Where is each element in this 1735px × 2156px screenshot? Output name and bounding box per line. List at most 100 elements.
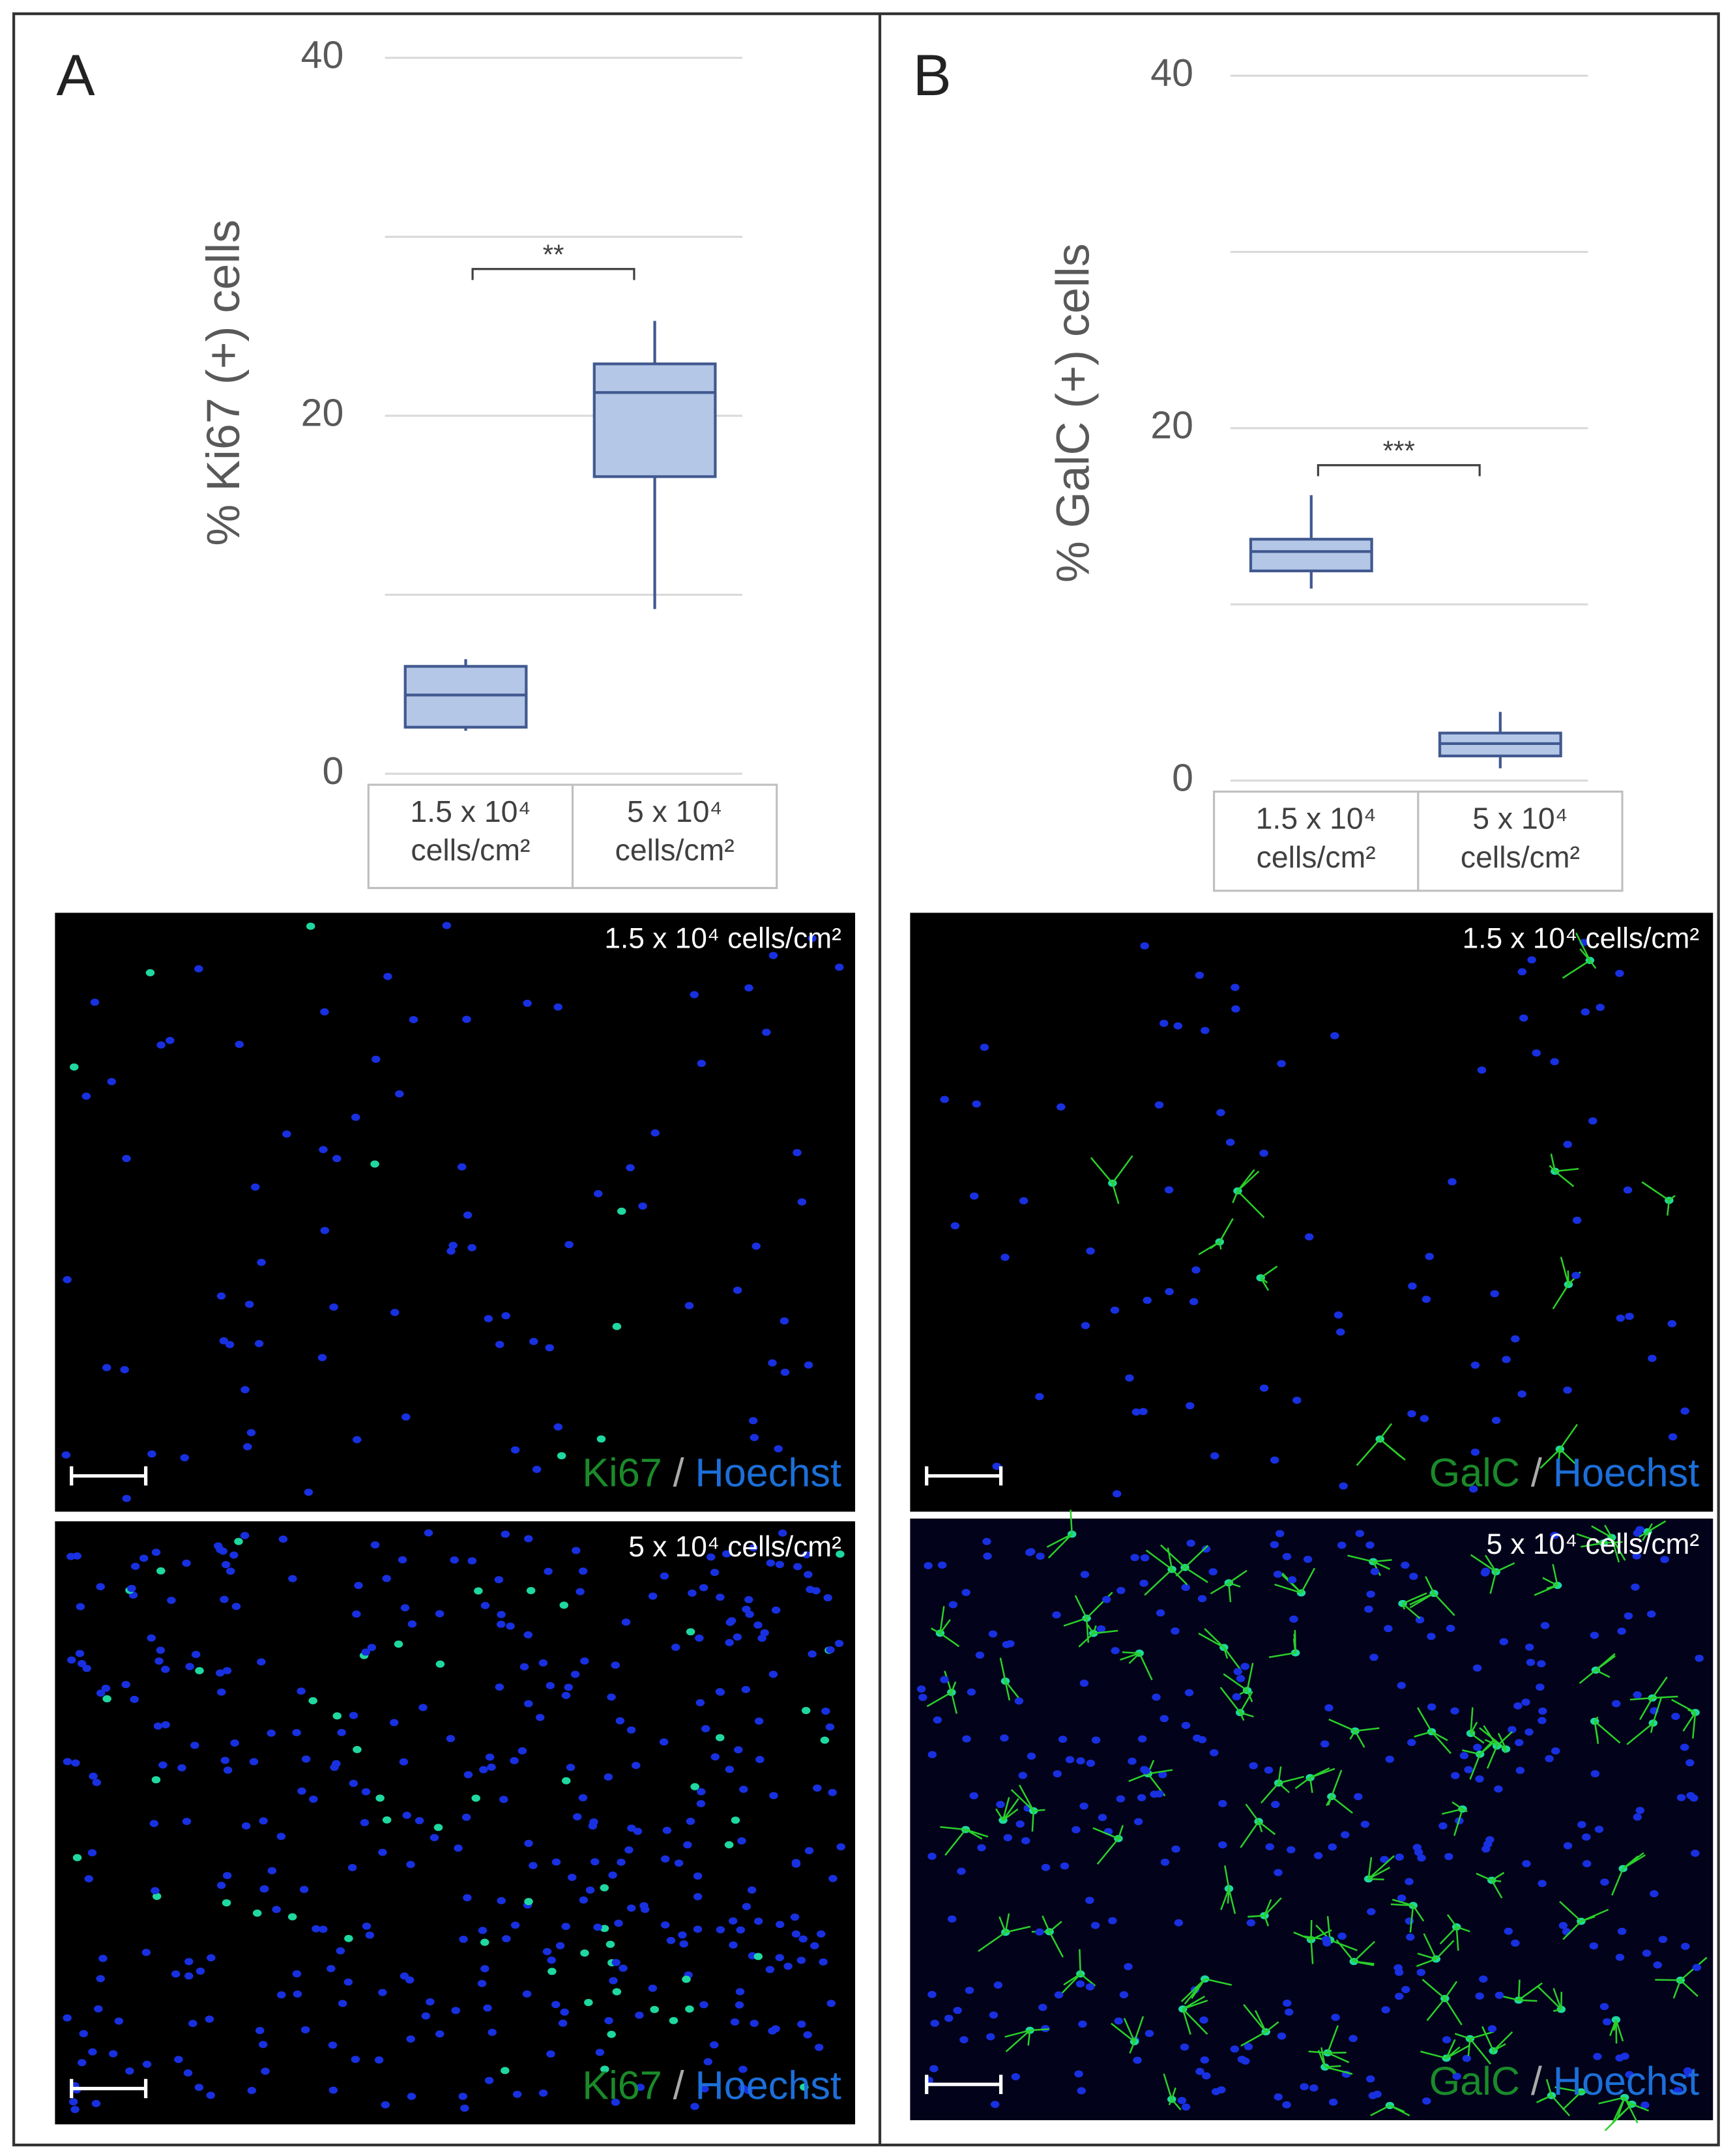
nucleus (821, 1707, 830, 1715)
nucleus (572, 1813, 582, 1821)
nucleus (561, 1777, 571, 1785)
nucleus (1517, 1390, 1526, 1398)
nucleus (1201, 1027, 1210, 1034)
nucleus (750, 2020, 759, 2027)
cell-process (1144, 1547, 1188, 1596)
nucleus (63, 1275, 72, 1283)
nucleus (1320, 1740, 1330, 1748)
nucleus (579, 1896, 589, 1904)
nucleus (564, 1241, 574, 1249)
nucleus (701, 1725, 710, 1732)
nucleus (751, 1242, 761, 1250)
nucleus (1027, 1548, 1036, 1556)
nucleus (771, 1606, 781, 1614)
nucleus (559, 1601, 568, 1609)
nucleus (750, 1434, 759, 1442)
cell-process (1370, 2105, 1410, 2117)
nucleus (460, 2105, 469, 2112)
nucleus (1131, 1408, 1141, 1416)
nucleus (546, 1682, 555, 1689)
nucleus (102, 1363, 111, 1371)
nucleus (1072, 1826, 1081, 1833)
nucleus (693, 1872, 703, 1880)
nucleus (725, 1766, 735, 1773)
nucleus (1589, 1942, 1599, 1950)
nucleus (215, 1669, 225, 1677)
nucleus (1684, 2070, 1693, 2078)
nucleus (63, 2014, 72, 2022)
cell-process (1476, 1872, 1505, 1899)
nucleus (1406, 1933, 1415, 1941)
micrograph-background (55, 912, 856, 1512)
nucleus (688, 1589, 697, 1597)
nucleus (558, 2019, 568, 2027)
nucleus (626, 1164, 635, 1172)
nucleus (1274, 1869, 1283, 1876)
nucleus (836, 1550, 845, 1558)
nucleus (662, 1826, 672, 1834)
nucleus (70, 2106, 80, 2114)
nucleus (535, 1713, 545, 1721)
nucleus (98, 1955, 108, 1962)
stain-label: Ki67/Hoechst (582, 1451, 841, 1495)
nucleus (161, 1665, 170, 1673)
nucleus (478, 1927, 488, 1934)
nucleus (241, 1386, 250, 1393)
nucleus (61, 1451, 71, 1459)
nucleus (660, 1921, 670, 1929)
nucleus (1658, 1936, 1668, 1944)
nucleus (1635, 1807, 1645, 1814)
nucleus (267, 1729, 276, 1737)
nucleus (1615, 1953, 1625, 1961)
nucleus (240, 1532, 250, 1539)
scale-bar (925, 2075, 1003, 2094)
nucleus (1140, 942, 1149, 950)
nucleus (739, 1785, 748, 1793)
nucleus (467, 1244, 476, 1251)
nucleus (802, 1551, 811, 1558)
nucleus (1472, 1664, 1482, 1672)
nucleus (1593, 2052, 1602, 2060)
nucleus (382, 1575, 391, 1582)
nucleus (1625, 2071, 1634, 2078)
nucleus (1394, 1968, 1404, 1976)
nucleus (255, 2027, 265, 2035)
nucleus (1444, 1853, 1453, 1861)
nucleus (442, 922, 452, 929)
nucleus (501, 2067, 510, 2075)
y-axis-label: % Ki67 (+) cells (197, 220, 250, 546)
nucleus (1511, 1335, 1520, 1343)
nucleus (611, 1959, 621, 1966)
nucleus (546, 2050, 555, 2058)
nucleus (1499, 1638, 1508, 1646)
cell-process (1347, 1554, 1392, 1577)
cell-process (1609, 2019, 1624, 2044)
nucleus (804, 1846, 814, 1854)
nucleus (1035, 1928, 1044, 1936)
nucleus (1477, 1066, 1487, 1074)
nucleus (1475, 1775, 1484, 1783)
nucleus (532, 1465, 542, 1473)
panel-label: A (56, 43, 95, 108)
nucleus (457, 1163, 467, 1171)
nucleus (1635, 1526, 1644, 1534)
nucleus (783, 1962, 793, 1970)
nucleus (512, 2090, 522, 2098)
nucleus (1208, 1568, 1217, 1576)
nucleus (151, 1887, 160, 1895)
nucleus (1380, 1856, 1389, 1863)
nucleus (474, 1587, 483, 1595)
nucleus (1599, 2003, 1609, 2011)
nucleus (1481, 1567, 1491, 1575)
nucleus (1515, 1766, 1525, 1774)
nucleus (72, 1552, 82, 1560)
nucleus (948, 1601, 958, 1609)
nucleus (797, 1198, 807, 1206)
nucleus (1240, 1663, 1250, 1670)
nucleus (288, 1575, 297, 1582)
nucleus (748, 1417, 758, 1425)
nucleus (814, 2043, 824, 2051)
nucleus (120, 1365, 129, 1373)
nucleus (1519, 1014, 1528, 1022)
cell-process (1670, 1698, 1697, 1739)
